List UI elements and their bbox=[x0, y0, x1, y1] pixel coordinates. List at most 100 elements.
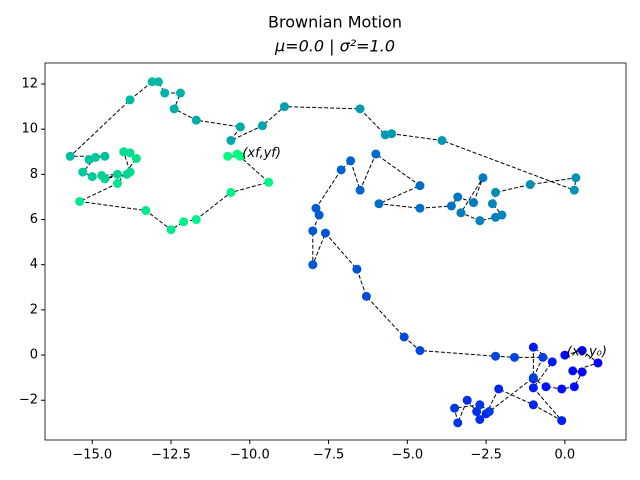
point bbox=[125, 148, 135, 158]
point bbox=[125, 95, 135, 105]
annotation: (xf,yf) bbox=[242, 146, 281, 161]
point bbox=[235, 151, 245, 161]
point bbox=[528, 373, 538, 383]
point bbox=[153, 77, 163, 87]
y-tick-label: 10 bbox=[21, 122, 38, 137]
point bbox=[437, 135, 447, 145]
plot-frame bbox=[44, 62, 627, 441]
point bbox=[226, 135, 236, 145]
point bbox=[491, 351, 501, 361]
point bbox=[112, 178, 122, 188]
point bbox=[160, 88, 170, 98]
point bbox=[371, 149, 381, 159]
x-tick-label: −5.0 bbox=[392, 448, 424, 463]
point bbox=[100, 174, 110, 184]
point bbox=[380, 130, 390, 140]
chart-subtitle: μ=0.0 | σ²=1.0 bbox=[274, 37, 395, 56]
point bbox=[169, 104, 179, 114]
point bbox=[100, 151, 110, 161]
point bbox=[450, 403, 460, 413]
point bbox=[336, 165, 346, 175]
point bbox=[374, 199, 384, 209]
point bbox=[475, 414, 485, 424]
point bbox=[456, 208, 466, 218]
point bbox=[415, 346, 425, 356]
point bbox=[175, 88, 185, 98]
y-tick-label: 0 bbox=[30, 348, 38, 363]
point bbox=[355, 185, 365, 195]
point bbox=[235, 122, 245, 132]
y-tick-label: 6 bbox=[30, 212, 38, 227]
point bbox=[65, 151, 75, 161]
point bbox=[494, 384, 504, 394]
point bbox=[446, 201, 456, 211]
point bbox=[569, 185, 579, 195]
point bbox=[131, 154, 141, 164]
point bbox=[264, 177, 274, 187]
x-tick-label: −7.5 bbox=[313, 448, 345, 463]
point bbox=[557, 384, 567, 394]
point bbox=[541, 382, 551, 392]
point bbox=[560, 350, 570, 360]
point bbox=[75, 196, 85, 206]
point bbox=[528, 400, 538, 410]
point bbox=[191, 115, 201, 125]
chart-title: Brownian Motion bbox=[268, 13, 402, 32]
annotation: (x₀,y₀) bbox=[567, 345, 607, 360]
point bbox=[453, 418, 463, 428]
point bbox=[141, 206, 151, 216]
point bbox=[462, 395, 472, 405]
y-tick-label: 2 bbox=[30, 302, 38, 317]
point bbox=[320, 228, 330, 238]
y-tick-label: 12 bbox=[21, 77, 38, 92]
point bbox=[355, 104, 365, 114]
point bbox=[90, 152, 100, 162]
point bbox=[78, 167, 88, 177]
y-tick-label: 4 bbox=[30, 257, 38, 272]
point bbox=[577, 367, 587, 377]
point bbox=[509, 352, 519, 362]
point bbox=[547, 357, 557, 367]
point bbox=[87, 172, 97, 182]
point bbox=[361, 291, 371, 301]
point bbox=[497, 210, 507, 220]
point bbox=[352, 264, 362, 274]
point bbox=[525, 180, 535, 190]
point bbox=[484, 407, 494, 417]
x-tick-label: −12.5 bbox=[151, 448, 191, 463]
point bbox=[257, 121, 267, 131]
point bbox=[568, 366, 578, 376]
point bbox=[279, 102, 289, 112]
point bbox=[478, 173, 488, 183]
point bbox=[557, 416, 567, 426]
point bbox=[528, 342, 538, 352]
point bbox=[308, 226, 318, 236]
point bbox=[314, 210, 324, 220]
point bbox=[311, 203, 321, 213]
point bbox=[577, 346, 587, 356]
point bbox=[191, 215, 201, 225]
point bbox=[453, 192, 463, 202]
point bbox=[571, 173, 581, 183]
point bbox=[415, 203, 425, 213]
point bbox=[472, 407, 482, 417]
point bbox=[569, 382, 579, 392]
point bbox=[475, 400, 485, 410]
point bbox=[593, 358, 603, 368]
point bbox=[491, 187, 501, 197]
point bbox=[538, 352, 548, 362]
point bbox=[475, 216, 485, 226]
point bbox=[223, 151, 233, 161]
x-tick-label: −15.0 bbox=[72, 448, 112, 463]
x-tick-label: 0.0 bbox=[555, 448, 576, 463]
point bbox=[469, 198, 479, 208]
point bbox=[487, 199, 497, 209]
path-line bbox=[68, 81, 600, 425]
y-tick-label: −2 bbox=[19, 393, 38, 408]
y-tick-label: 8 bbox=[30, 167, 38, 182]
point bbox=[179, 217, 189, 227]
point bbox=[147, 77, 157, 87]
point bbox=[415, 181, 425, 191]
point bbox=[346, 156, 356, 166]
